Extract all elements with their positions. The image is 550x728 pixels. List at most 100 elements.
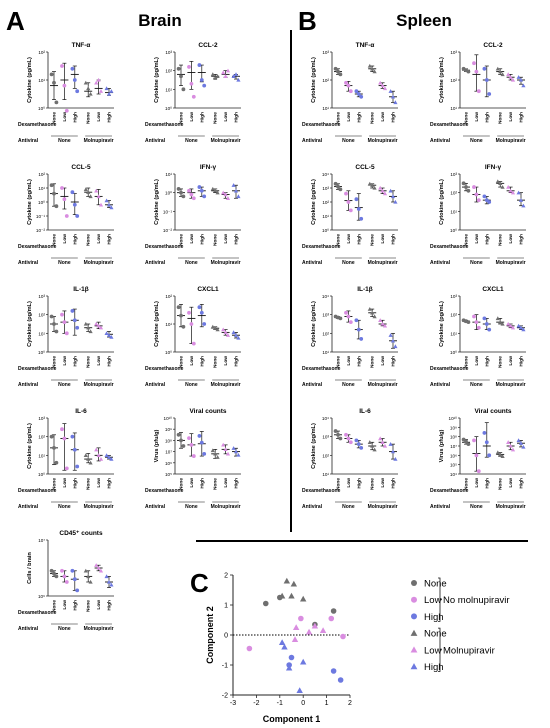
x-category-label: Low <box>96 600 102 610</box>
data-point <box>96 77 101 82</box>
y-tick-label: 10¹ <box>450 106 457 111</box>
chart-panel-13: IL-1β 10¹ 10² 10³ 10⁴ Cytokine (pg/mL) None Low… <box>302 286 398 388</box>
y-axis-label: Cytokine (pg/mL) <box>27 57 33 103</box>
antiviral-label-molnupiravir: Molnupiravir <box>211 504 241 510</box>
data-point <box>72 577 77 582</box>
data-point <box>378 318 383 322</box>
data-point <box>393 199 398 204</box>
data-point <box>52 80 56 85</box>
y-tick-label: 10⁻¹ <box>163 209 173 214</box>
data-point <box>344 191 348 196</box>
x-category-label: Low <box>346 112 352 122</box>
y-tick-label: 10⁴ <box>322 416 329 421</box>
chart-title: CXCL1 <box>197 286 219 293</box>
row-label-dexamethasone: Dexamethasone <box>18 244 57 250</box>
data-point <box>233 188 239 193</box>
x-category-label: Low <box>189 356 195 366</box>
chart-title: IFN-γ <box>200 164 217 171</box>
data-point <box>393 344 398 349</box>
x-category-label: High <box>484 478 490 489</box>
data-point <box>75 89 80 94</box>
pca-x-label: Component 1 <box>263 714 321 724</box>
data-point <box>83 568 88 573</box>
y-axis-label: Cells / brain <box>27 552 33 584</box>
data-point <box>356 327 361 332</box>
data-point <box>70 434 75 439</box>
panel-a-title: Brain <box>138 11 181 30</box>
legend-label: Low <box>424 645 442 656</box>
data-point <box>197 185 202 189</box>
y-tick-label: 10¹⁰ <box>164 416 173 421</box>
data-point <box>210 72 215 77</box>
data-point <box>49 183 54 188</box>
data-point <box>96 194 101 199</box>
row-label-dexamethasone: Dexamethasone <box>18 122 57 128</box>
data-point <box>336 69 340 74</box>
row-label-antiviral: Antiviral <box>430 504 451 510</box>
y-tick-label: 10³ <box>450 294 457 299</box>
data-point <box>382 443 388 448</box>
chart-panel-7: Viral counts 10⁵ 10⁶ 10⁷ 10⁸ 10⁹ 10¹⁰ Virus (pf… <box>145 408 241 510</box>
cytokine-panels: TNF-α 10⁰ 10¹ 10² Cytokine (pg/mL) None Low Hig… <box>18 42 526 632</box>
data-point <box>210 448 215 453</box>
x-category-label: High <box>199 356 205 367</box>
x-category-label: None <box>179 356 185 368</box>
data-point <box>382 323 388 328</box>
data-point <box>213 76 218 80</box>
legend-label: High <box>424 612 444 623</box>
x-category-label: Low <box>96 478 102 488</box>
data-point <box>106 333 112 337</box>
row-label-dexamethasone: Dexamethasone <box>18 366 57 372</box>
data-point <box>83 321 88 326</box>
data-point <box>482 66 487 71</box>
data-point <box>348 208 353 213</box>
data-point <box>521 83 526 88</box>
pca-point <box>330 668 337 674</box>
y-tick-label: 10¹ <box>165 172 172 177</box>
data-point <box>88 91 93 96</box>
data-point <box>367 63 372 68</box>
data-point <box>472 185 476 189</box>
data-point <box>336 184 340 189</box>
pca-point <box>283 577 291 584</box>
data-point <box>500 454 505 458</box>
data-point <box>233 449 239 454</box>
pca-y-tick-label: 2 <box>224 573 228 580</box>
x-category-label: None <box>179 234 185 246</box>
chart-panel-14: CXCL1 10⁰ 10¹ 10² 10³ Cytokine (pg/mL) None Low… <box>430 286 526 388</box>
data-point <box>54 100 59 105</box>
y-tick-label: 10² <box>165 294 172 299</box>
y-tick-label: 10⁰ <box>165 106 172 111</box>
x-category-label: High <box>72 234 78 245</box>
pca-point <box>278 592 286 599</box>
data-point <box>378 436 383 441</box>
data-point <box>482 194 487 199</box>
data-point <box>236 194 241 199</box>
data-point <box>382 191 388 196</box>
x-category-label: Low <box>508 234 514 244</box>
data-point <box>98 89 104 93</box>
data-point <box>521 444 526 449</box>
data-point <box>60 568 64 573</box>
antiviral-label-none: None <box>185 504 198 510</box>
data-point <box>378 185 383 190</box>
antiviral-label-none: None <box>58 382 71 388</box>
x-category-label: None <box>213 356 219 368</box>
x-category-label: None <box>179 478 185 490</box>
data-point <box>96 565 101 570</box>
data-point <box>344 432 348 437</box>
data-point <box>52 322 56 326</box>
legend-label: None <box>424 629 447 640</box>
antiviral-label-molnupiravir: Molnupiravir <box>368 504 398 510</box>
data-point <box>476 325 481 330</box>
y-axis-label: Cytokine (pg/mL) <box>311 57 317 103</box>
x-category-label: None <box>464 234 470 246</box>
data-point <box>336 432 340 437</box>
y-axis-label: Virus (pfu/g) <box>439 429 445 462</box>
x-category-label: Low <box>474 478 480 488</box>
data-point <box>176 432 181 437</box>
y-tick-label: 10⁻² <box>36 228 46 233</box>
data-point <box>472 438 476 443</box>
data-point <box>187 188 191 193</box>
antiviral-label-none: None <box>470 138 483 144</box>
